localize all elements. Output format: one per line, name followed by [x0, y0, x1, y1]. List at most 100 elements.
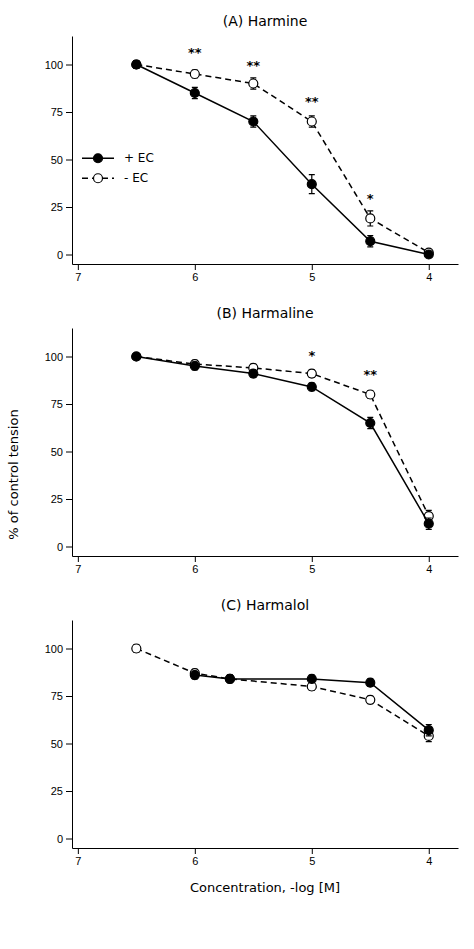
x-tick: 5 — [309, 264, 315, 283]
point — [132, 60, 141, 69]
legend-swatch-marker — [94, 174, 103, 183]
panel-title: (C) Harmalol — [221, 597, 309, 613]
x-tick: 5 — [309, 556, 315, 575]
series-line — [136, 649, 428, 736]
y-tick-mark — [66, 696, 72, 697]
x-tick: 7 — [75, 264, 81, 283]
series — [132, 60, 433, 257]
significance-label: ** — [363, 367, 377, 382]
point — [249, 369, 258, 378]
y-tick-mark — [66, 791, 72, 792]
point — [424, 250, 433, 259]
point — [307, 382, 316, 391]
significance-label: ** — [188, 45, 202, 60]
y-axis-line — [72, 37, 73, 265]
x-tick-mark — [195, 556, 196, 562]
y-tick: 25 — [51, 201, 72, 213]
legend-swatch-marker — [94, 154, 103, 163]
legend-label: - EC — [124, 171, 148, 185]
y-tick-label: 25 — [51, 201, 63, 213]
y-tick-mark — [66, 547, 72, 548]
x-tick: 7 — [75, 848, 81, 867]
x-tick: 4 — [426, 264, 432, 283]
y-tick: 100 — [45, 351, 72, 363]
y-tick: 50 — [51, 738, 72, 750]
x-tick: 6 — [192, 556, 198, 575]
chart: (A) Harmine76540255075100*******+ EC- EC… — [0, 0, 474, 949]
legend: + EC - EC — [82, 151, 154, 185]
y-tick-label: 100 — [45, 351, 63, 363]
point — [424, 726, 433, 735]
x-tick-label: 7 — [75, 563, 81, 575]
y-axis: 0255075100 — [45, 37, 73, 265]
y-tick-mark — [66, 65, 72, 66]
point — [366, 390, 375, 399]
y-tick: 50 — [51, 154, 72, 166]
y-tick-label: 0 — [57, 541, 63, 553]
x-axis-line — [73, 556, 459, 557]
point — [366, 695, 375, 704]
x-tick-label: 4 — [426, 271, 432, 283]
point — [366, 419, 375, 428]
x-tick-mark — [312, 264, 313, 270]
x-tick-label: 5 — [309, 563, 315, 575]
y-tick: 50 — [51, 446, 72, 458]
y-axis-line — [72, 329, 73, 557]
y-tick-mark — [66, 452, 72, 453]
x-tick-label: 6 — [192, 271, 198, 283]
x-axis: 7 6 5 4 — [73, 264, 459, 283]
y-tick-label: 0 — [57, 249, 63, 261]
significance-label: * — [367, 191, 374, 206]
series-line — [136, 65, 428, 253]
x-tick-mark — [429, 264, 430, 270]
x-tick-label: 5 — [309, 855, 315, 867]
panel: (B) Harmaline76540255075100*** — [45, 305, 459, 575]
y-tick-label: 25 — [51, 493, 63, 505]
series — [190, 671, 433, 736]
legend-item: - EC — [82, 171, 148, 185]
y-tick-mark — [66, 744, 72, 745]
y-tick: 75 — [51, 398, 72, 410]
y-tick-mark — [66, 112, 72, 113]
x-axis-line — [73, 264, 459, 265]
series — [132, 644, 433, 742]
y-tick-mark — [66, 649, 72, 650]
point — [132, 644, 141, 653]
series — [132, 352, 433, 522]
x-tick-mark — [312, 848, 313, 854]
point — [225, 674, 234, 683]
x-tick-label: 6 — [192, 563, 198, 575]
panel: (A) Harmine76540255075100*******+ EC- EC — [45, 13, 459, 283]
y-tick-mark — [66, 160, 72, 161]
x-tick-label: 7 — [75, 271, 81, 283]
point — [366, 678, 375, 687]
point — [132, 60, 141, 69]
series — [132, 60, 433, 259]
y-tick-mark — [66, 839, 72, 840]
point — [249, 79, 258, 88]
point — [366, 214, 375, 223]
y-tick-label: 50 — [51, 446, 63, 458]
x-tick: 6 — [192, 848, 198, 867]
x-tick: 4 — [426, 848, 432, 867]
y-tick-mark — [66, 255, 72, 256]
legend-label: + EC — [124, 151, 154, 165]
y-tick-label: 100 — [45, 643, 63, 655]
y-tick-label: 75 — [51, 690, 63, 702]
y-axis-title: % of control tension — [6, 409, 21, 539]
y-tick-label: 50 — [51, 154, 63, 166]
point — [307, 369, 316, 378]
x-tick-mark — [195, 848, 196, 854]
series-line — [195, 675, 429, 730]
y-tick: 0 — [57, 249, 72, 261]
x-tick-mark — [429, 556, 430, 562]
x-tick-mark — [78, 848, 79, 854]
y-axis: 0 25 50 75 100 — [45, 329, 73, 557]
x-tick-label: 4 — [426, 855, 432, 867]
y-tick-mark — [66, 499, 72, 500]
point — [190, 89, 199, 98]
y-tick-mark — [66, 404, 72, 405]
point — [424, 519, 433, 528]
x-axis: 7654 — [73, 556, 459, 575]
y-tick: 25 — [51, 493, 72, 505]
